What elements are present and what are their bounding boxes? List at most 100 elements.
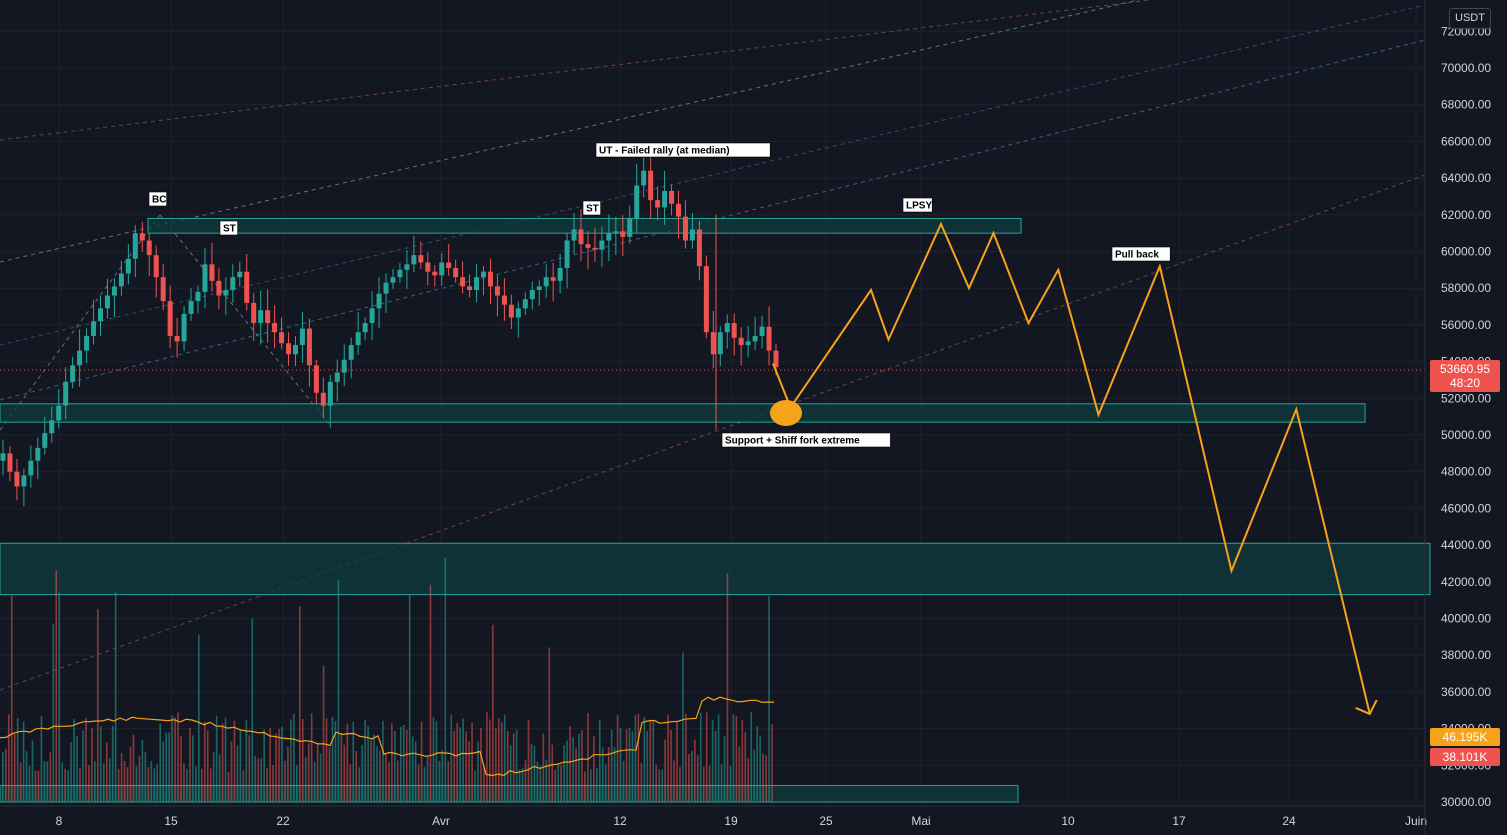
candle-body <box>515 308 521 318</box>
candle-body <box>662 190 668 208</box>
y-tick-label: 46000.00 <box>1441 501 1491 515</box>
volume-bar <box>527 719 530 802</box>
volume-bar <box>518 769 521 802</box>
volume-bar <box>480 727 482 802</box>
volume-bar <box>560 764 562 802</box>
volume-bar <box>108 758 111 802</box>
candle-body <box>578 229 584 245</box>
annotation-box <box>148 191 167 207</box>
x-tick-label: Juin <box>1405 814 1427 828</box>
candle-body <box>724 323 730 333</box>
candle-body <box>77 350 83 366</box>
volume-bar <box>456 723 459 802</box>
volume-bar <box>578 733 580 802</box>
candle-body <box>766 326 772 351</box>
y-tick-label: 30000.00 <box>1441 795 1491 809</box>
volume-bar <box>643 716 646 802</box>
volume-bar <box>373 734 375 802</box>
volume-bar <box>230 741 233 802</box>
volume-bar <box>91 728 93 802</box>
y-tick-label: 64000.00 <box>1441 171 1491 185</box>
volume-bar <box>441 750 444 802</box>
volume-bar <box>429 584 432 802</box>
volume-bar <box>10 595 13 802</box>
volume-bar <box>266 767 268 802</box>
candle-body <box>676 203 682 217</box>
volume-bar <box>70 742 72 802</box>
candle-body <box>237 271 243 278</box>
volume-bar <box>601 747 604 802</box>
volume-bar <box>394 730 396 802</box>
candle-body <box>390 277 396 283</box>
volume-bar <box>215 715 218 802</box>
candle-body <box>439 262 445 276</box>
volume-bar <box>19 762 22 802</box>
volume-bar <box>123 760 126 802</box>
volume-bar <box>622 761 625 802</box>
currency-badge[interactable]: USDT <box>1449 8 1491 29</box>
annotation-box <box>902 197 933 213</box>
volume-bar <box>236 745 239 802</box>
candle-body <box>153 255 159 278</box>
candle-body <box>376 293 382 309</box>
candle-body <box>146 240 152 256</box>
candle-body <box>306 328 312 366</box>
volume-bar <box>717 714 720 802</box>
volume-bar <box>22 721 25 802</box>
candle-body <box>132 233 138 259</box>
pitchfork-line <box>0 0 1141 263</box>
pitchfork-lines <box>0 0 1426 691</box>
candle-body <box>529 290 535 300</box>
volume-bar <box>634 715 637 802</box>
volume-bar <box>768 596 770 802</box>
candle-body <box>696 229 702 267</box>
candle-body <box>474 277 480 291</box>
y-tick-label: 68000.00 <box>1441 98 1491 112</box>
volume-bar <box>652 719 655 802</box>
volume-bar <box>477 741 479 802</box>
volume-bar <box>376 746 378 802</box>
y-tick-label: 36000.00 <box>1441 685 1491 699</box>
volume-bar <box>132 734 135 802</box>
candle-body <box>125 258 131 274</box>
candle-body <box>334 372 340 382</box>
x-tick-label: 17 <box>1172 814 1186 828</box>
candle-body <box>481 271 487 278</box>
volume-bar <box>563 745 565 802</box>
volume-bar <box>388 762 390 802</box>
candles <box>0 152 1425 507</box>
volume-bar <box>483 766 485 802</box>
volume-bar <box>616 715 619 802</box>
candle-body <box>35 447 41 461</box>
volume-bar <box>694 739 696 802</box>
volume-bar <box>584 771 586 802</box>
volume-bar <box>278 729 280 802</box>
volume-bar <box>726 573 729 802</box>
candle-body <box>655 200 661 208</box>
candle-body <box>453 268 459 278</box>
zone-volume-band <box>0 784 1019 803</box>
x-tick-label: Avr <box>432 814 450 828</box>
y-tick-label: 44000.00 <box>1441 538 1491 552</box>
candle-body <box>557 268 563 281</box>
candle-body <box>28 460 34 476</box>
volume-bar <box>7 714 10 802</box>
candle-body <box>265 310 271 324</box>
candle-body <box>543 277 549 287</box>
volume-bar <box>310 713 313 802</box>
projection-line <box>772 221 1371 715</box>
volume-bar <box>138 756 141 802</box>
candle-body <box>522 299 528 309</box>
volume-bar <box>533 745 536 802</box>
candle-body <box>279 332 285 344</box>
annotation-box <box>582 200 601 216</box>
candle-body <box>738 337 744 346</box>
volume-bar <box>708 765 711 802</box>
volume-bar <box>667 714 669 802</box>
volume-bar <box>566 740 568 802</box>
volume-bar <box>399 726 402 802</box>
volume-bar <box>572 737 574 802</box>
volume-bar <box>610 729 613 802</box>
candle-body <box>313 365 319 393</box>
